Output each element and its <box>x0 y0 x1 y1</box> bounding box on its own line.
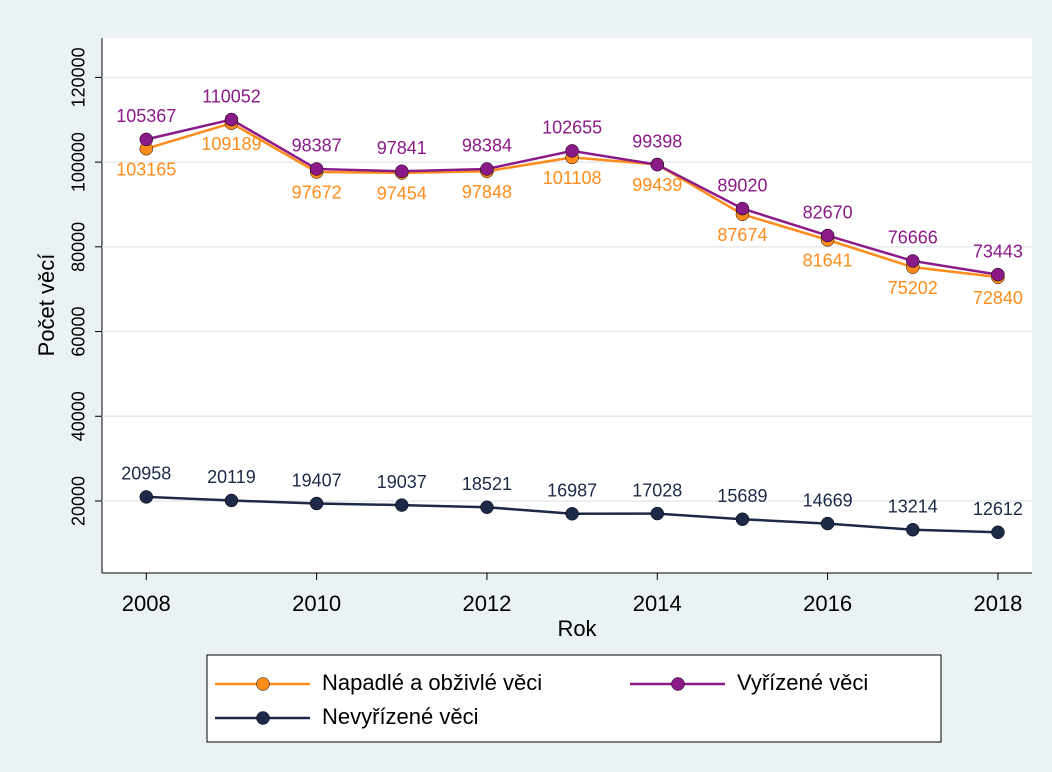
data-label: 12612 <box>973 499 1023 519</box>
legend-marker <box>256 677 270 691</box>
y-tick-label: 80000 <box>69 222 89 272</box>
data-label: 82670 <box>803 202 853 222</box>
data-label: 98384 <box>462 136 512 156</box>
legend-label: Napadlé a obživlé věci <box>322 670 542 695</box>
data-label: 15689 <box>717 486 767 506</box>
data-label: 19407 <box>292 470 342 490</box>
data-label: 14669 <box>803 490 853 510</box>
point <box>395 498 409 512</box>
point <box>480 162 494 176</box>
data-label: 76666 <box>888 228 938 248</box>
x-tick-label: 2008 <box>122 591 171 616</box>
point <box>650 506 665 521</box>
x-tick-label: 2012 <box>462 591 511 616</box>
point <box>820 516 835 531</box>
point <box>906 522 920 537</box>
data-label: 72840 <box>973 288 1023 308</box>
y-tick-label: 120000 <box>69 47 89 107</box>
point <box>906 254 920 268</box>
data-label: 13214 <box>888 496 938 516</box>
point <box>735 512 750 527</box>
x-tick-label: 2016 <box>803 591 852 616</box>
point <box>309 496 324 511</box>
data-label: 97454 <box>377 184 427 204</box>
y-tick-label: 60000 <box>69 307 89 357</box>
point <box>565 507 579 521</box>
data-label: 110052 <box>202 86 261 106</box>
point <box>650 157 665 172</box>
legend-marker <box>671 677 685 691</box>
data-label: 97848 <box>462 182 512 202</box>
data-label: 97672 <box>292 183 342 203</box>
x-axis-title: Rok <box>557 616 597 641</box>
data-label: 16987 <box>547 481 597 501</box>
data-label: 103165 <box>116 159 176 179</box>
data-label: 99398 <box>632 131 682 151</box>
data-label: 20958 <box>121 464 171 484</box>
data-label: 109189 <box>201 134 261 154</box>
legend-marker <box>256 711 270 725</box>
data-label: 17028 <box>632 480 682 500</box>
data-label: 18521 <box>462 474 512 494</box>
data-label: 73443 <box>973 241 1023 261</box>
point <box>735 201 750 216</box>
point <box>224 493 239 508</box>
point <box>480 500 494 515</box>
data-label: 101108 <box>543 168 602 188</box>
point <box>991 525 1005 540</box>
legend <box>206 654 942 743</box>
plot-area <box>102 38 1032 573</box>
y-tick-label: 40000 <box>69 391 89 441</box>
legend-label: Nevyřízené věci <box>322 704 479 729</box>
legend-label: Vyřízené věci <box>737 670 868 695</box>
data-label: 19037 <box>377 472 427 492</box>
y-axis-title: Počet věcí <box>34 254 59 357</box>
data-label: 20119 <box>207 467 256 487</box>
x-tick-label: 2014 <box>633 591 682 616</box>
point <box>224 112 239 127</box>
data-label: 99439 <box>632 175 682 195</box>
point <box>395 164 409 179</box>
point <box>565 144 579 158</box>
data-label: 89020 <box>717 175 767 195</box>
data-label: 81641 <box>803 251 853 271</box>
data-label: 102655 <box>542 118 602 138</box>
point <box>991 267 1005 282</box>
data-label: 87674 <box>717 225 767 245</box>
x-tick-label: 2018 <box>973 591 1022 616</box>
y-tick-label: 100000 <box>69 132 89 192</box>
data-label: 105367 <box>116 106 176 126</box>
data-label: 98387 <box>292 136 342 156</box>
y-tick-label: 20000 <box>69 476 89 526</box>
point <box>820 228 835 243</box>
point <box>139 490 154 504</box>
data-label: 75202 <box>888 278 938 298</box>
data-label: 97841 <box>377 138 427 158</box>
x-tick-label: 2010 <box>292 591 341 616</box>
point <box>309 162 324 176</box>
point <box>139 132 154 147</box>
